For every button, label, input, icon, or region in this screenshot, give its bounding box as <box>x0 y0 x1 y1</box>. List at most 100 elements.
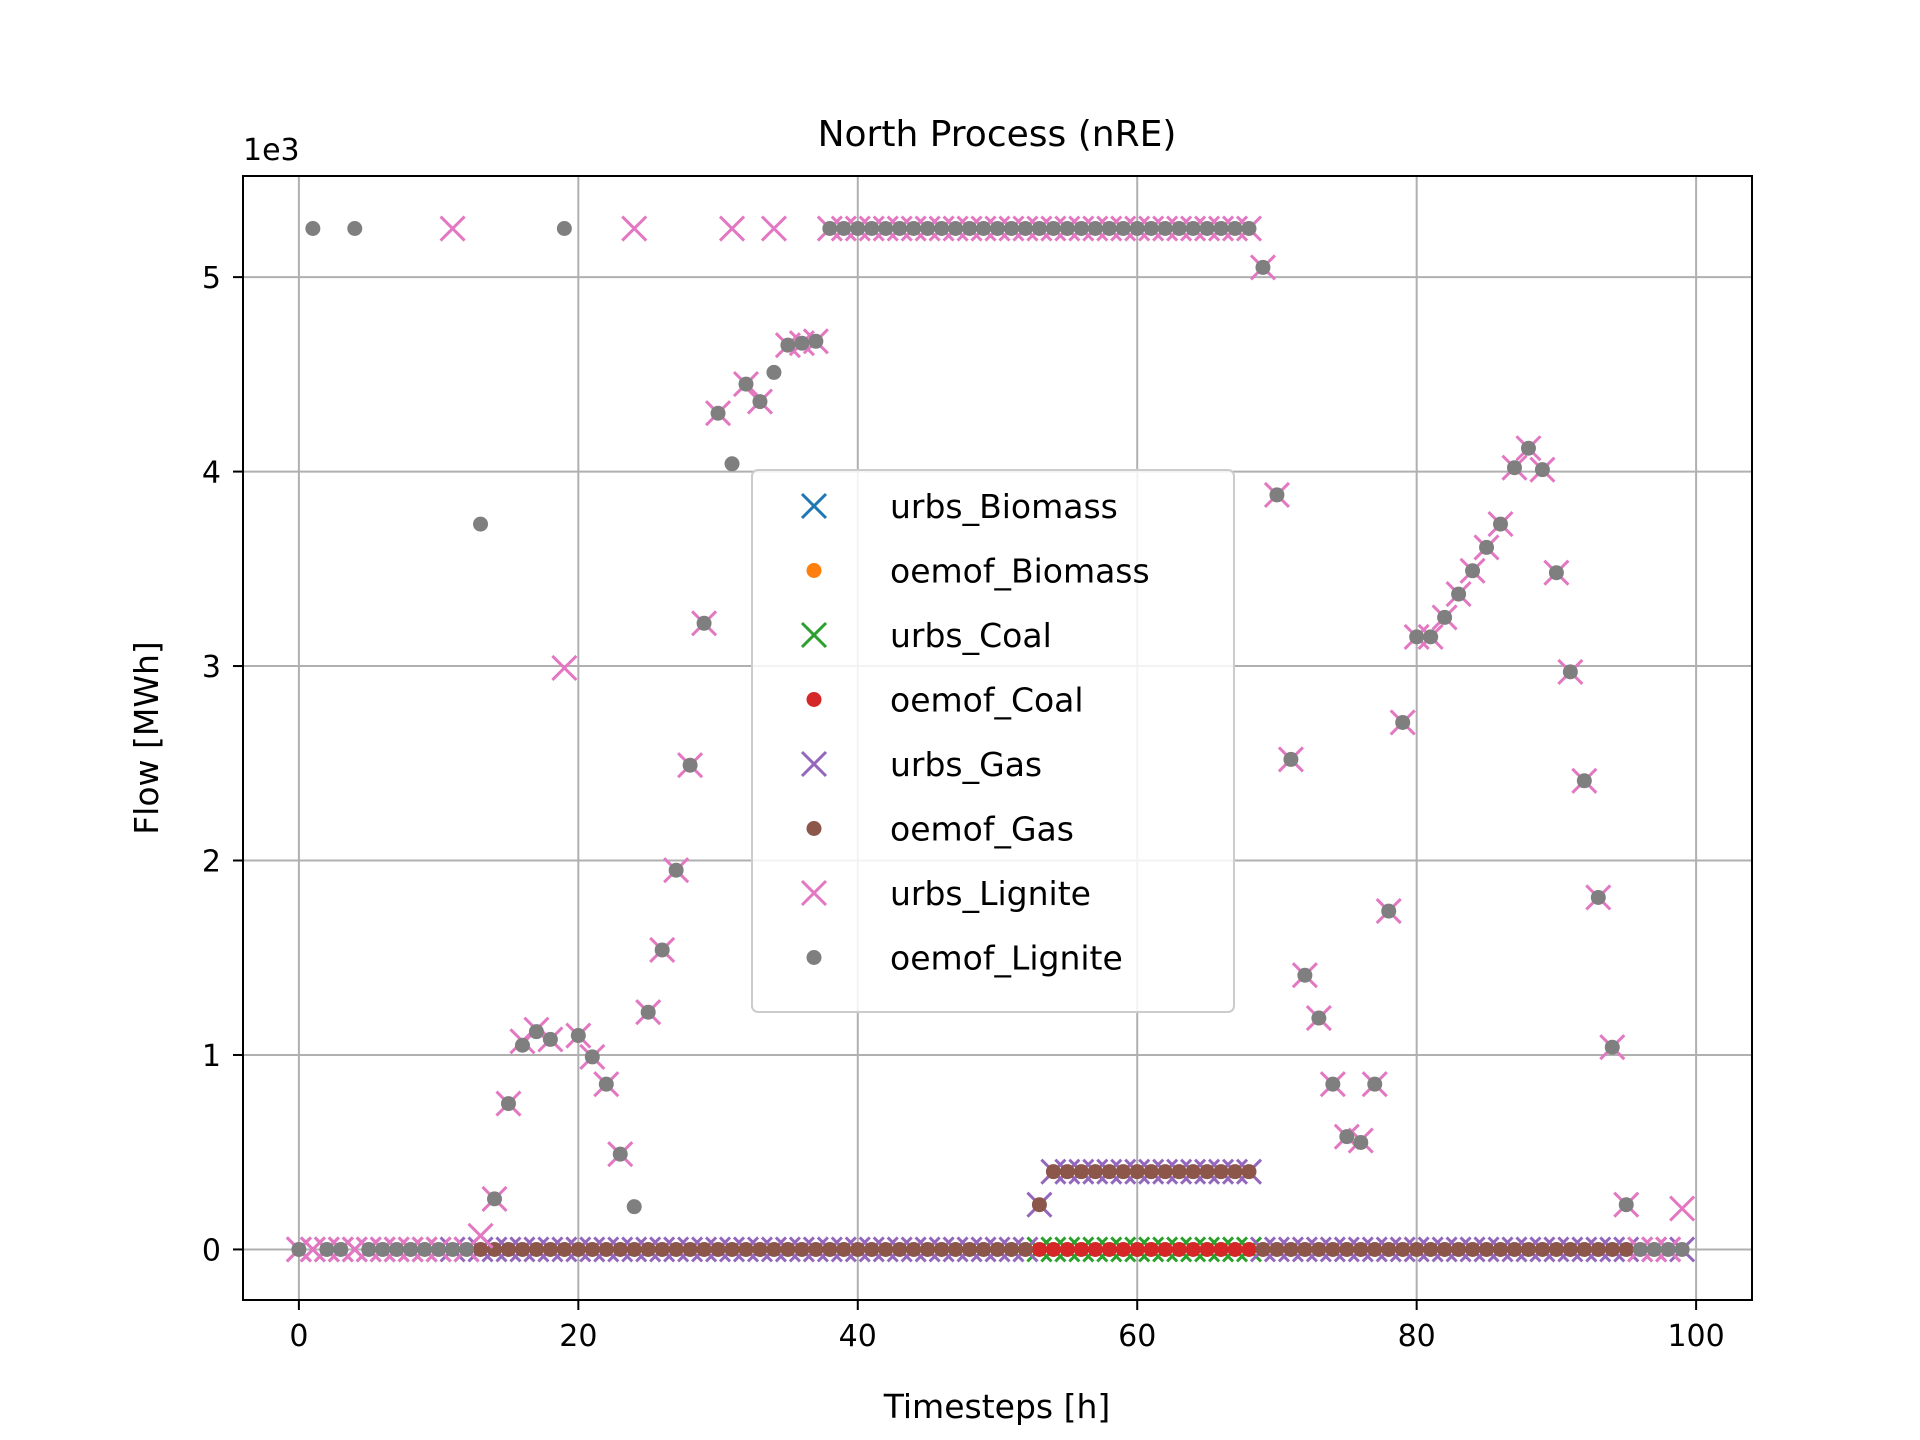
series-oemof_Coal <box>1031 1241 1257 1257</box>
data-point-oemof_Lignite <box>487 1191 502 1207</box>
data-point-oemof_Lignite <box>1409 629 1425 645</box>
data-point-oemof_Lignite <box>1353 1134 1369 1150</box>
data-point-oemof_Gas <box>990 1241 1005 1257</box>
data-point-urbs_Lignite <box>760 215 788 242</box>
data-point-oemof_Lignite <box>1576 773 1592 789</box>
chart-title: North Process (nRE) <box>818 114 1177 155</box>
data-point-oemof_Coal <box>1129 1241 1145 1257</box>
data-point-oemof_Gas <box>682 1241 698 1257</box>
y-axis-label: Flow [MWh] <box>127 641 166 835</box>
data-point-oemof_Lignite <box>1493 516 1508 532</box>
data-point-oemof_Lignite <box>1185 221 1201 237</box>
data-point-oemof_Lignite <box>1367 1076 1383 1092</box>
y-tick-label: 5 <box>202 261 221 296</box>
data-point-oemof_Gas <box>976 1241 992 1257</box>
data-point-oemof_Lignite <box>403 1241 419 1257</box>
data-point-oemof_Gas <box>1297 1241 1313 1257</box>
series-oemof_Gas <box>473 1164 1634 1257</box>
data-point-oemof_Gas <box>1031 1197 1047 1213</box>
data-point-oemof_Lignite <box>347 221 363 237</box>
data-point-oemof_Lignite <box>528 1024 544 1040</box>
data-point-oemof_Lignite <box>934 221 950 237</box>
data-point-oemof_Coal <box>1143 1241 1159 1257</box>
data-point-oemof_Gas <box>766 1241 782 1257</box>
data-point-oemof_Gas <box>1045 1164 1061 1180</box>
data-point-oemof_Gas <box>724 1241 740 1257</box>
data-point-oemof_Gas <box>962 1241 978 1257</box>
data-point-oemof_Gas <box>500 1241 516 1257</box>
data-point-oemof_Lignite <box>1017 221 1033 237</box>
data-point-oemof_Gas <box>1157 1164 1173 1180</box>
legend-box <box>751 469 1235 1013</box>
data-point-oemof_Gas <box>878 1241 894 1257</box>
data-point-oemof_Lignite <box>1297 967 1313 983</box>
data-point-oemof_Lignite <box>1171 221 1187 237</box>
data-point-oemof_Lignite <box>1045 221 1061 237</box>
data-point-oemof_Lignite <box>1283 751 1299 767</box>
data-point-oemof_Lignite <box>1479 539 1495 555</box>
data-point-oemof_Lignite <box>1562 664 1578 680</box>
data-point-oemof_Gas <box>808 1241 824 1257</box>
data-point-oemof_Lignite <box>892 221 908 237</box>
data-point-oemof_Lignite <box>1157 221 1173 237</box>
data-point-oemof_Lignite <box>1395 714 1411 730</box>
x-tick-label: 80 <box>1398 1319 1436 1354</box>
data-point-oemof_Lignite <box>1087 221 1103 237</box>
y-offset-text: 1e3 <box>243 133 300 168</box>
legend-label: urbs_Coal <box>890 616 1052 655</box>
data-point-oemof_Coal <box>1031 1241 1047 1257</box>
data-point-oemof_Gas <box>864 1241 880 1257</box>
data-point-oemof_Lignite <box>1115 221 1131 237</box>
ticks: 0 20 40 60 80 100 0 1 2 3 4 5 <box>202 261 1725 1354</box>
data-point-oemof_Lignite <box>1381 903 1397 919</box>
data-point-oemof_Gas <box>1115 1164 1131 1180</box>
data-point-oemof_Lignite <box>612 1146 628 1162</box>
data-point-oemof_Gas <box>1353 1241 1369 1257</box>
data-point-oemof_Lignite <box>375 1241 391 1257</box>
data-point-oemof_Gas <box>626 1241 642 1257</box>
data-point-oemof_Lignite <box>640 1004 656 1020</box>
data-point-oemof_Lignite <box>920 221 936 237</box>
data-point-urbs_Lignite <box>718 215 746 242</box>
data-point-oemof_Lignite <box>1520 440 1536 456</box>
data-point-oemof_Gas <box>696 1241 712 1257</box>
data-point-oemof_Lignite <box>1632 1241 1648 1257</box>
data-point-oemof_Gas <box>640 1241 656 1257</box>
data-point-oemof_Lignite <box>305 221 321 237</box>
data-point-oemof_Gas <box>1087 1164 1103 1180</box>
data-point-oemof_Coal <box>1087 1241 1103 1257</box>
data-point-oemof_Gas <box>1199 1164 1215 1180</box>
data-point-oemof_Gas <box>1171 1164 1187 1180</box>
data-point-oemof_Gas <box>1465 1241 1481 1257</box>
data-point-oemof_Gas <box>1101 1164 1117 1180</box>
data-point-oemof_Lignite <box>1073 221 1089 237</box>
data-point-oemof_Gas <box>1325 1241 1341 1257</box>
data-point-oemof_Gas <box>1437 1241 1453 1257</box>
data-point-oemof_Gas <box>892 1241 908 1257</box>
data-point-oemof_Gas <box>598 1241 614 1257</box>
data-point-oemof_Gas <box>710 1241 726 1257</box>
data-point-oemof_Gas <box>668 1241 684 1257</box>
legend-marker-urbs_Lignite <box>800 879 828 907</box>
legend-marker-oemof_Gas <box>806 821 822 836</box>
data-point-oemof_Lignite <box>1269 487 1285 503</box>
y-tick-label: 0 <box>202 1233 221 1268</box>
data-point-oemof_Gas <box>473 1241 489 1257</box>
data-point-oemof_Lignite <box>1451 586 1467 602</box>
data-point-oemof_Gas <box>528 1241 544 1257</box>
data-point-oemof_Coal <box>1045 1241 1061 1257</box>
data-point-oemof_Lignite <box>584 1049 600 1065</box>
data-point-oemof_Gas <box>1129 1164 1145 1180</box>
data-point-oemof_Gas <box>612 1241 628 1257</box>
data-point-oemof_Gas <box>906 1241 922 1257</box>
data-point-oemof_Lignite <box>990 221 1005 237</box>
data-point-oemof_Lignite <box>389 1241 405 1257</box>
data-point-oemof_Gas <box>1017 1241 1033 1257</box>
data-point-oemof_Gas <box>1213 1164 1229 1180</box>
data-point-oemof_Lignite <box>1255 259 1271 275</box>
data-point-oemof_Gas <box>1562 1241 1578 1257</box>
legend-label: urbs_Biomass <box>890 487 1118 526</box>
data-point-oemof_Lignite <box>556 221 572 237</box>
data-point-oemof_Lignite <box>1618 1197 1634 1213</box>
data-point-oemof_Gas <box>1590 1241 1606 1257</box>
